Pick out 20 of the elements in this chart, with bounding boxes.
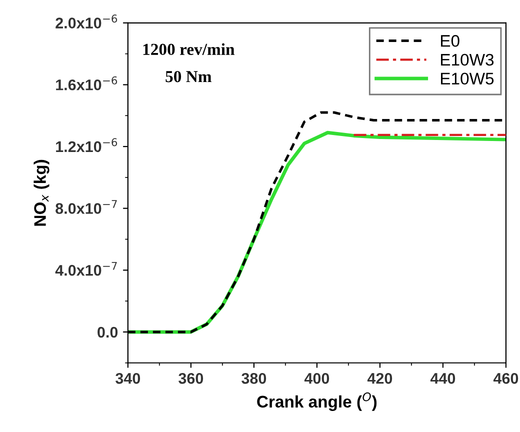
y-tick-label: 1.2x10$^{−6}$	[56, 138, 118, 152]
x-tick-label: 400	[304, 373, 330, 384]
legend-label: E10W3	[441, 54, 494, 66]
x-tick-label: 460	[493, 373, 518, 384]
y-axis-title: NO$_{x}$ (kg)	[34, 160, 50, 226]
x-tick-label: 340	[116, 373, 140, 384]
legend-label: E0	[441, 35, 460, 47]
x-tick-label: 440	[430, 373, 456, 384]
annotation: 50 Nm	[166, 70, 212, 82]
y-tick-label: 4.0x10$^{−7}$	[55, 262, 117, 276]
y-tick-label: 1.6x10$^{−6}$	[56, 76, 118, 90]
x-tick-label: 420	[367, 373, 392, 384]
y-tick-label: 2.0x10$^{−6}$	[56, 14, 118, 28]
x-tick-label: 380	[242, 373, 266, 384]
legend-label: E10W5	[441, 72, 494, 85]
annotation: 1200 rev/min	[143, 43, 235, 56]
y-tick-label: 8.0x10$^{−7}$	[56, 200, 117, 214]
x-tick-label: 360	[178, 373, 204, 384]
x-axis-title: Crank angle ($^{O}$)	[257, 392, 377, 411]
y-tick-label: 0.0	[98, 326, 118, 338]
